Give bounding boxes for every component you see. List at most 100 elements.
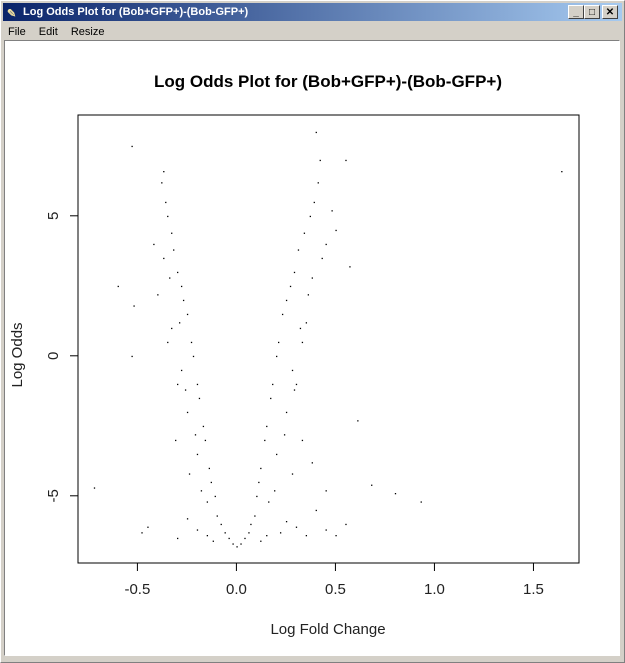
minimize-button[interactable]: _: [568, 5, 584, 19]
data-point: [313, 201, 315, 204]
data-point: [236, 546, 238, 548]
data-point: [335, 535, 337, 537]
close-button[interactable]: ✕: [602, 5, 618, 19]
data-point: [141, 532, 143, 534]
data-point: [182, 299, 185, 302]
data-point: [167, 341, 169, 344]
data-point: [240, 543, 242, 545]
data-point: [301, 341, 304, 344]
x-tick-label: 1.5: [523, 581, 544, 598]
data-point: [188, 473, 191, 475]
data-point: [167, 215, 169, 218]
data-point: [266, 535, 268, 537]
menu-resize[interactable]: Resize: [70, 26, 105, 38]
x-tick-label: 1.0: [424, 581, 445, 598]
data-point: [299, 327, 302, 330]
data-point: [274, 490, 276, 492]
feather-icon: ✎: [7, 8, 17, 20]
x-tick-label: 0.0: [226, 581, 247, 598]
title-bar[interactable]: ✎ Log Odds Plot for (Bob+GFP+)-(Bob-GFP+…: [3, 3, 622, 21]
data-point: [228, 537, 230, 540]
data-point: [194, 434, 197, 436]
data-point: [291, 473, 294, 475]
data-point: [285, 521, 288, 523]
data-point: [93, 487, 96, 489]
data-point: [202, 425, 205, 428]
data-point: [311, 462, 313, 464]
data-point: [186, 313, 189, 316]
data-point: [281, 313, 284, 316]
menu-bar: File Edit Resize: [3, 23, 109, 41]
data-point: [295, 526, 298, 528]
data-point: [268, 501, 270, 503]
data-point: [394, 493, 397, 495]
data-point: [311, 277, 313, 279]
data-point: [285, 411, 288, 414]
data-point: [196, 529, 199, 531]
data-point: [345, 159, 347, 162]
data-point: [254, 515, 256, 517]
x-tick-label: -0.5: [124, 581, 150, 598]
data-point: [276, 355, 278, 358]
data-point: [186, 411, 189, 414]
data-point: [293, 389, 296, 391]
data-point: [349, 266, 351, 268]
plot-frame: [77, 114, 580, 564]
data-point: [266, 425, 268, 428]
data-point: [279, 532, 282, 534]
data-point: [157, 294, 159, 296]
plot-canvas: [4, 40, 620, 656]
data-point: [270, 397, 272, 400]
maximize-button[interactable]: □: [584, 5, 600, 19]
y-axis-label: Log Odds: [9, 322, 26, 387]
data-point: [297, 249, 300, 251]
data-point: [208, 467, 210, 470]
data-point: [248, 532, 250, 534]
menu-edit[interactable]: Edit: [38, 26, 58, 38]
chart-title: Log Odds Plot for (Bob+GFP+)-(Bob-GFP+): [154, 72, 502, 91]
data-point: [291, 369, 294, 372]
data-point: [220, 523, 222, 526]
data-point: [250, 523, 252, 526]
data-point: [214, 495, 216, 498]
data-point: [212, 540, 214, 542]
data-point: [186, 518, 189, 520]
y-tick-label: -5: [45, 489, 62, 502]
data-point: [206, 535, 209, 537]
data-point: [169, 277, 171, 279]
data-point: [315, 131, 317, 134]
data-point: [244, 537, 246, 540]
data-point: [272, 383, 274, 386]
data-point: [345, 523, 347, 526]
data-point: [317, 182, 319, 184]
data-point: [204, 439, 207, 442]
data-point: [133, 305, 135, 307]
y-tick-label: 0: [45, 352, 62, 360]
data-point: [216, 515, 218, 517]
data-point: [165, 201, 167, 204]
data-point: [258, 481, 260, 484]
data-point: [293, 271, 296, 274]
data-point: [192, 355, 195, 358]
data-point: [357, 420, 359, 422]
data-point: [283, 434, 286, 436]
x-tick-label: 0.5: [325, 581, 346, 598]
data-point: [321, 257, 323, 260]
data-point: [420, 501, 422, 503]
data-point: [153, 243, 155, 246]
data-point: [177, 537, 179, 540]
data-point: [309, 215, 311, 218]
data-point: [180, 369, 183, 372]
data-point: [184, 389, 187, 391]
y-tick-label: 5: [45, 212, 62, 220]
data-point: [196, 383, 199, 386]
window-title: Log Odds Plot for (Bob+GFP+)-(Bob-GFP+): [23, 6, 249, 18]
data-point: [147, 526, 149, 528]
data-point: [161, 182, 163, 184]
data-point: [131, 355, 133, 358]
data-point: [285, 299, 288, 302]
data-point: [335, 229, 337, 232]
data-point: [325, 529, 327, 531]
menu-file[interactable]: File: [8, 26, 26, 38]
data-point: [260, 540, 262, 542]
